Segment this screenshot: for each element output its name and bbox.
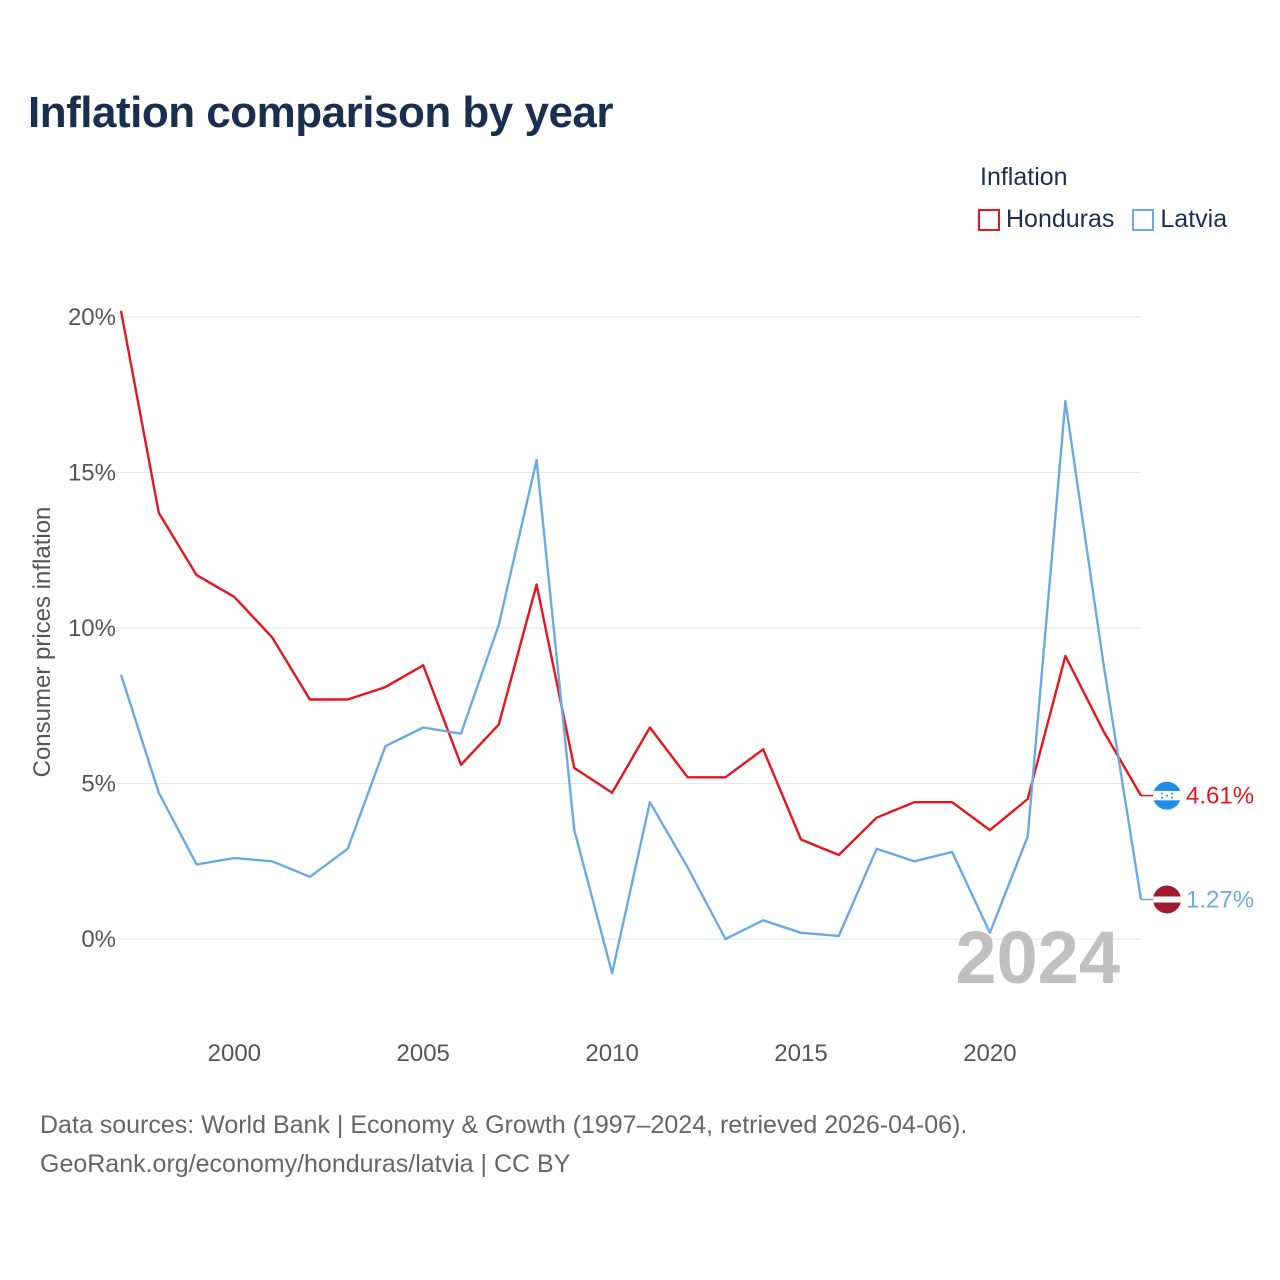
data-point-honduras[interactable] [193,571,201,579]
x-tick-label: 2005 [397,1040,450,1067]
data-point-honduras[interactable] [684,773,692,781]
data-point-latvia[interactable] [646,798,654,806]
data-point-honduras[interactable] [948,798,956,806]
data-point-latvia[interactable] [570,826,578,834]
data-point-honduras[interactable] [381,683,389,691]
data-point-latvia[interactable] [1099,658,1107,666]
x-axis-ticks: 2000 2005 2010 2015 2020 [208,1040,1017,1067]
data-point-honduras[interactable] [306,696,314,704]
series-lines [117,307,1143,977]
data-point-honduras[interactable] [457,761,465,769]
x-tick-label: 2015 [774,1040,827,1067]
data-point-honduras[interactable] [797,835,805,843]
y-axis-ticks: 0% 5% 10% 15% 20% [68,304,116,953]
data-point-latvia[interactable] [986,929,994,937]
flag-honduras-icon [1153,781,1181,810]
flag-latvia-icon [1153,885,1181,914]
y-tick-label: 10% [68,615,116,642]
data-point-honduras[interactable] [419,661,427,669]
data-point-honduras[interactable] [344,696,352,704]
data-point-honduras[interactable] [533,580,541,588]
data-point-latvia[interactable] [117,671,125,679]
data-point-honduras[interactable] [646,724,654,732]
data-point-honduras[interactable] [835,851,843,859]
data-point-latvia[interactable] [835,932,843,940]
x-tick-label: 2010 [585,1040,638,1067]
data-point-latvia[interactable] [230,854,238,862]
y-axis-title: Consumer prices inflation [29,507,56,778]
data-point-latvia[interactable] [306,873,314,881]
chart-title: Inflation comparison by year [28,88,614,137]
end-value-label-latvia: 1.27% [1186,887,1254,914]
footer: Data sources: World Bank | Economy & Gro… [40,1106,967,1184]
data-point-latvia[interactable] [608,969,616,977]
data-point-latvia[interactable] [684,863,692,871]
data-point-latvia[interactable] [759,916,767,924]
data-point-latvia[interactable] [381,742,389,750]
data-point-honduras[interactable] [1061,652,1069,660]
data-point-latvia[interactable] [948,848,956,856]
data-point-latvia[interactable] [155,789,163,797]
data-point-honduras[interactable] [268,633,276,641]
current-year-stamp: 2024 [955,916,1120,999]
legend: Honduras Latvia [978,205,1245,234]
data-point-honduras[interactable] [759,745,767,753]
x-tick-label: 2020 [963,1040,1016,1067]
legend-swatch-latvia [1132,208,1155,231]
data-point-latvia[interactable] [268,857,276,865]
data-point-honduras[interactable] [230,593,238,601]
data-point-latvia[interactable] [419,724,427,732]
legend-label-honduras: Honduras [1006,205,1115,233]
series-line-latvia[interactable] [119,399,1143,975]
y-tick-label: 15% [68,460,116,487]
series-end-markers: 4.61% 1.27% [1141,781,1254,914]
gridlines [116,316,1141,940]
data-point-honduras[interactable] [873,814,881,822]
x-tick-label: 2000 [208,1040,261,1067]
data-point-honduras[interactable] [570,764,578,772]
data-point-honduras[interactable] [117,307,125,315]
footer-link[interactable]: GeoRank.org/economy/honduras/latvia | CC… [40,1150,571,1178]
data-point-latvia[interactable] [721,935,729,943]
data-point-latvia[interactable] [910,857,918,865]
legend-title: Inflation [980,163,1068,191]
data-point-honduras[interactable] [986,826,994,834]
y-tick-label: 20% [68,304,116,331]
legend-item-latvia[interactable]: Latvia [1132,205,1227,234]
data-point-honduras[interactable] [721,773,729,781]
series-line-honduras[interactable] [119,310,1143,857]
y-tick-label: 0% [81,926,116,953]
data-point-honduras[interactable] [910,798,918,806]
data-point-latvia[interactable] [533,456,541,464]
legend-item-honduras[interactable]: Honduras [978,205,1114,234]
end-value-label-honduras: 4.61% [1186,783,1254,810]
data-point-honduras[interactable] [155,509,163,517]
legend-swatch-honduras [978,208,1000,231]
data-point-honduras[interactable] [1099,727,1107,735]
data-point-latvia[interactable] [193,860,201,868]
data-point-latvia[interactable] [873,845,881,853]
y-tick-label: 5% [81,771,116,798]
data-point-latvia[interactable] [457,730,465,738]
data-point-latvia[interactable] [495,621,503,629]
footer-source: Data sources: World Bank | Economy & Gro… [40,1111,968,1139]
legend-label-latvia: Latvia [1160,205,1228,233]
data-point-honduras[interactable] [495,720,503,728]
data-point-latvia[interactable] [344,845,352,853]
data-point-latvia[interactable] [797,929,805,937]
data-point-latvia[interactable] [1061,397,1069,405]
data-point-latvia[interactable] [1024,832,1032,840]
data-point-honduras[interactable] [608,789,616,797]
